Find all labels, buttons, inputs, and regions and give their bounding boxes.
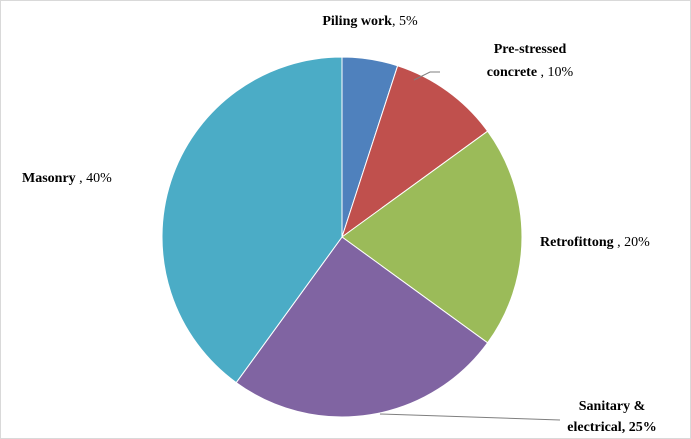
label-piling-work: Piling work, 5%	[322, 14, 418, 29]
pie-slice-masonry	[161, 56, 343, 384]
leader-line-sanitary	[379, 413, 561, 421]
label-sanitary-line1: Sanitary &	[579, 399, 646, 414]
label-pre-stressed-line1: Pre-stressed	[494, 42, 567, 57]
pie-slice-retrofittong	[341, 130, 523, 344]
pie-slices	[161, 56, 523, 418]
pie-slice-sanitary-electrical	[235, 236, 489, 418]
leader-line-pre-stressed	[413, 71, 440, 81]
label-masonry: Masonry , 40%	[22, 171, 112, 186]
label-retrofittong: Retrofittong , 20%	[540, 235, 650, 250]
pie-slice-pre-stressed-concrete	[341, 65, 489, 239]
label-sanitary-line2: electrical, 25%	[567, 420, 656, 435]
label-pre-stressed-line2: concrete , 10%	[487, 65, 574, 80]
